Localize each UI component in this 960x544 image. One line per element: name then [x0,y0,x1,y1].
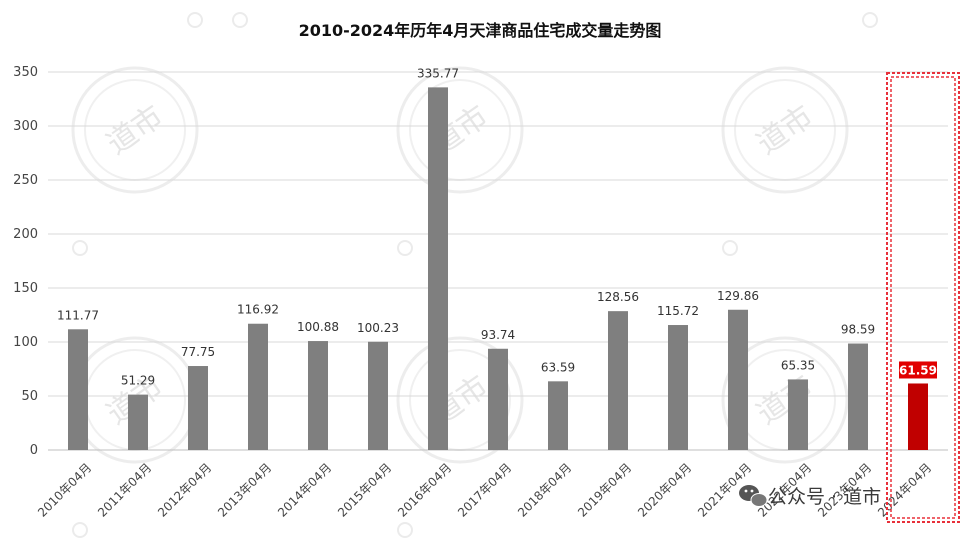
data-label: 129.86 [717,289,759,303]
highlight-box [886,72,960,523]
wechat-icon [739,485,768,507]
data-label: 51.29 [121,374,155,388]
x-tick-label: 2020年04月 [635,460,694,519]
x-tick-label: 2018年04月 [515,460,574,519]
data-label: 100.88 [297,320,339,334]
x-tick-label: 2024年04月 [875,460,934,519]
chart-title: 2010-2024年历年4月天津商品住宅成交量走势图 [299,21,662,40]
x-tick-label: 2015年04月 [335,460,394,519]
x-tick-label: 2012年04月 [155,460,214,519]
x-tick-label: 2017年04月 [455,460,514,519]
data-label: 61.59 [899,363,937,377]
data-label: 93.74 [481,328,515,342]
bar [608,311,628,450]
watermark-dot [722,240,738,256]
data-label: 115.72 [657,304,699,318]
bar [788,379,808,450]
watermark-dot [232,12,248,28]
x-tick-label: 2019年04月 [575,460,634,519]
watermark-dot [72,522,88,538]
bar [248,323,268,450]
data-label: 116.92 [237,303,279,317]
bar [308,341,328,450]
data-label: 77.75 [181,345,215,359]
bar [548,381,568,450]
watermark: 道市 [396,66,524,194]
watermark-dot [397,522,413,538]
y-tick-label: 350 [13,65,38,80]
bars [68,87,928,450]
x-tick-label: 2013年04月 [215,460,274,519]
bar [668,325,688,450]
bar [68,329,88,450]
bar [368,341,388,450]
x-tick-label: 2010年04月 [35,460,94,519]
credit-text: 公众号 · 道市 [768,486,881,508]
watermark: 道市 [71,66,199,194]
data-labels: 111.77 51.29 77.75 116.92 100.88 100.23 335.77… [57,66,937,388]
data-label: 63.59 [541,360,575,374]
y-tick-label: 250 [13,173,38,188]
watermark-dot [862,12,878,28]
y-tick-label: 0 [30,443,38,458]
watermark: 道市 [721,66,849,194]
bar [848,343,868,450]
y-tick-label: 300 [13,119,38,134]
y-tick-label: 200 [13,227,38,242]
watermark-text: 道市 [751,99,820,162]
data-label: 335.77 [417,66,459,80]
data-label: 111.77 [57,308,99,322]
data-label: 98.59 [841,323,875,337]
bar [908,383,928,450]
highlight-box-outer [886,72,960,523]
source-credit: 公众号 · 道市 [739,485,881,508]
data-label-background [899,361,937,379]
watermark-text: 道市 [101,99,170,162]
highlight-box-inner [890,76,956,519]
x-tick-label: 2011年04月 [95,460,154,519]
watermark-layer: 道市道市道市道市道市道市 [71,12,878,538]
y-tick-label: 50 [21,389,38,404]
bar [188,366,208,450]
watermark-dot [187,12,203,28]
y-axis: 0 50 100 150 200 250 300 350 [13,65,38,458]
y-tick-label: 100 [13,335,38,350]
data-label: 100.23 [357,321,399,335]
x-tick-label: 2014年04月 [275,460,334,519]
x-tick-label: 2016年04月 [395,460,454,519]
bar [128,394,148,450]
bar [428,87,448,450]
y-tick-label: 150 [13,281,38,296]
bar [728,309,748,450]
bar [488,348,508,450]
data-label: 65.35 [781,358,815,372]
watermark-dot [397,240,413,256]
watermark-dot [72,240,88,256]
data-label: 128.56 [597,290,639,304]
watermark-text: 道市 [751,369,820,432]
